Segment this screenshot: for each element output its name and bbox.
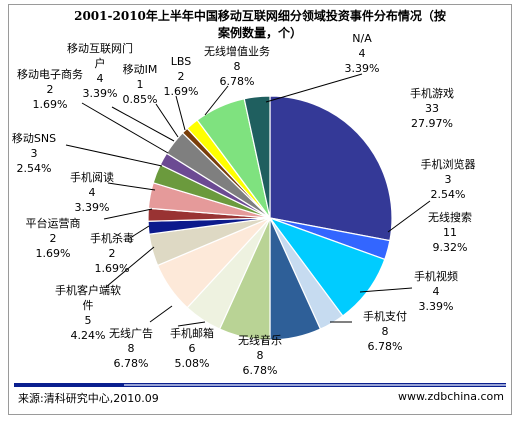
- slice-label-15: 移动IM 1 0.85%: [123, 63, 158, 106]
- slice-label-0: 手机游戏 33 27.97%: [410, 86, 454, 130]
- slice-label-1: 手机浏览器 3 2.54%: [421, 157, 476, 201]
- site-url: www.zdbchina.com: [398, 390, 504, 403]
- leader-line-4: [177, 321, 206, 327]
- chart-title-line-2: 案例数量，个）: [217, 26, 302, 40]
- slice-label-5: 无线音乐 8 6.78%: [238, 333, 282, 377]
- slice-label-17: 无线增值业务 8 6.78%: [204, 44, 270, 88]
- slice-label-10: 平台运营商 2 1.69%: [26, 216, 81, 260]
- slice-label-14: 移动互联网门户 4 3.39%: [67, 41, 133, 100]
- slice-label-18: N/A 4 3.39%: [345, 32, 380, 75]
- leader-line-13: [155, 103, 179, 138]
- leader-line-5: [149, 305, 173, 323]
- leader-line-10: [65, 144, 163, 167]
- source-note: 来源:清科研究中心,2010.09: [18, 392, 159, 405]
- leader-line-6: [105, 246, 155, 288]
- leader-line-11: [81, 102, 169, 154]
- chart-title: 2001-2010年上半年中国移动互联网细分领域投资事件分布情况（按 案例数量，…: [0, 8, 520, 42]
- leader-line-9: [107, 182, 156, 191]
- pie-slice-0: [269, 95, 393, 242]
- slice-label-9: 手机杀毒 2 1.69%: [90, 231, 134, 275]
- slice-label-7: 无线广告 8 6.78%: [109, 326, 153, 370]
- slice-label-2: 无线搜索 11 9.32%: [428, 210, 472, 254]
- chart-title-line-1: 2001-2010年上半年中国移动互联网细分领域投资事件分布情况（按: [74, 9, 446, 23]
- leader-line-8: [103, 208, 153, 220]
- leader-line-16: [265, 73, 363, 103]
- leader-line-15: [204, 85, 229, 116]
- leader-line-7: [129, 225, 150, 239]
- footer-divider: [14, 383, 506, 387]
- leader-line-12: [111, 106, 175, 142]
- pie-slice-18: [243, 95, 271, 219]
- leader-line-1: [359, 287, 413, 293]
- leader-line-14: [175, 95, 186, 131]
- slice-label-12: 移动SNS 3 2.54%: [12, 132, 56, 175]
- slice-label-11: 手机阅读 4 3.39%: [70, 170, 114, 214]
- slice-label-8: 手机客户端软件 5 4.24%: [55, 283, 121, 342]
- slice-label-16: LBS 2 1.69%: [164, 55, 199, 98]
- slice-label-13: 移动电子商务 2 1.69%: [17, 67, 83, 111]
- leader-line-0: [387, 200, 431, 233]
- slice-label-4: 手机支付 8 6.78%: [363, 309, 407, 353]
- slice-label-3: 手机视频 4 3.39%: [414, 269, 458, 313]
- slice-label-6: 手机邮箱 6 5.08%: [170, 326, 214, 370]
